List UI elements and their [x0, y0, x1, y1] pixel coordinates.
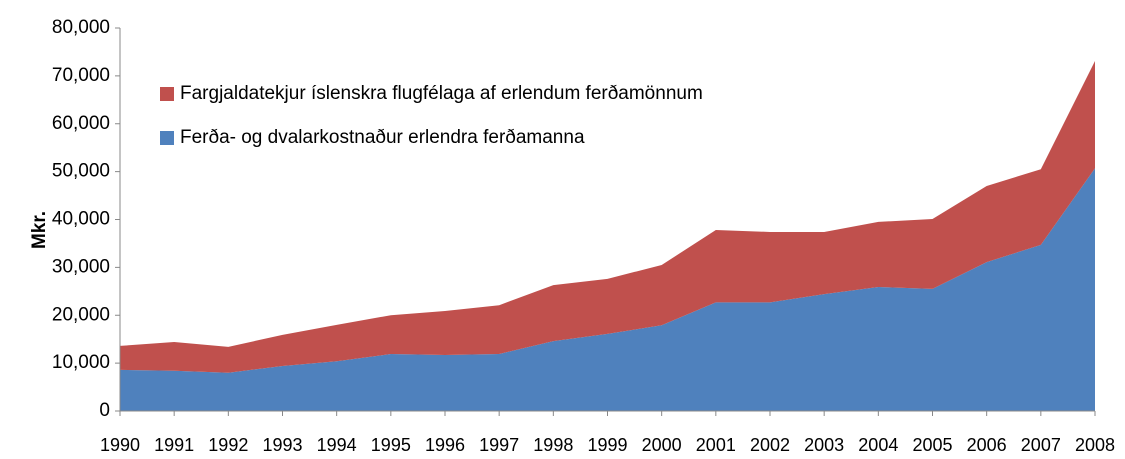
x-tick-label: 1992 — [208, 435, 248, 455]
x-tick-label: 1995 — [371, 435, 411, 455]
legend-swatch — [160, 87, 174, 101]
x-tick-label: 2006 — [967, 435, 1007, 455]
y-tick-label: 50,000 — [52, 161, 110, 182]
y-tick-label: 0 — [99, 400, 110, 421]
y-tick-label: 20,000 — [52, 304, 110, 325]
x-tick-label: 1998 — [533, 435, 573, 455]
y-tick-label: 60,000 — [52, 113, 110, 134]
legend-label: Ferða- og dvalarkostnaður erlendra ferða… — [180, 127, 585, 148]
x-tick-label: 2005 — [912, 435, 952, 455]
x-tick-label: 2001 — [696, 435, 736, 455]
legend-label: Fargjaldatekjur íslenskra flugfélaga af … — [180, 83, 703, 104]
y-axis-label: Mkr. — [29, 211, 50, 249]
y-tick-label: 80,000 — [52, 17, 110, 38]
y-tick-label: 70,000 — [52, 65, 110, 86]
y-tick-label: 40,000 — [52, 209, 110, 230]
x-tick-label: 1994 — [317, 435, 357, 455]
area — [120, 168, 1095, 411]
x-tick-label: 1999 — [587, 435, 627, 455]
x-tick-label: 1996 — [425, 435, 465, 455]
y-tick-label: 30,000 — [52, 256, 110, 277]
x-tick-label: 2007 — [1021, 435, 1061, 455]
legend-swatch — [160, 131, 174, 145]
area — [120, 61, 1095, 373]
x-tick-label: 2003 — [804, 435, 844, 455]
x-tick-label: 1990 — [100, 435, 140, 455]
x-tick-label: 1991 — [154, 435, 194, 455]
x-tick-label: 1997 — [479, 435, 519, 455]
y-tick-label: 10,000 — [52, 352, 110, 373]
x-tick-label: 2008 — [1075, 435, 1115, 455]
x-tick-label: 2000 — [642, 435, 682, 455]
x-tick-label: 2002 — [750, 435, 790, 455]
x-tick-label: 2004 — [858, 435, 898, 455]
x-tick-label: 1993 — [262, 435, 302, 455]
